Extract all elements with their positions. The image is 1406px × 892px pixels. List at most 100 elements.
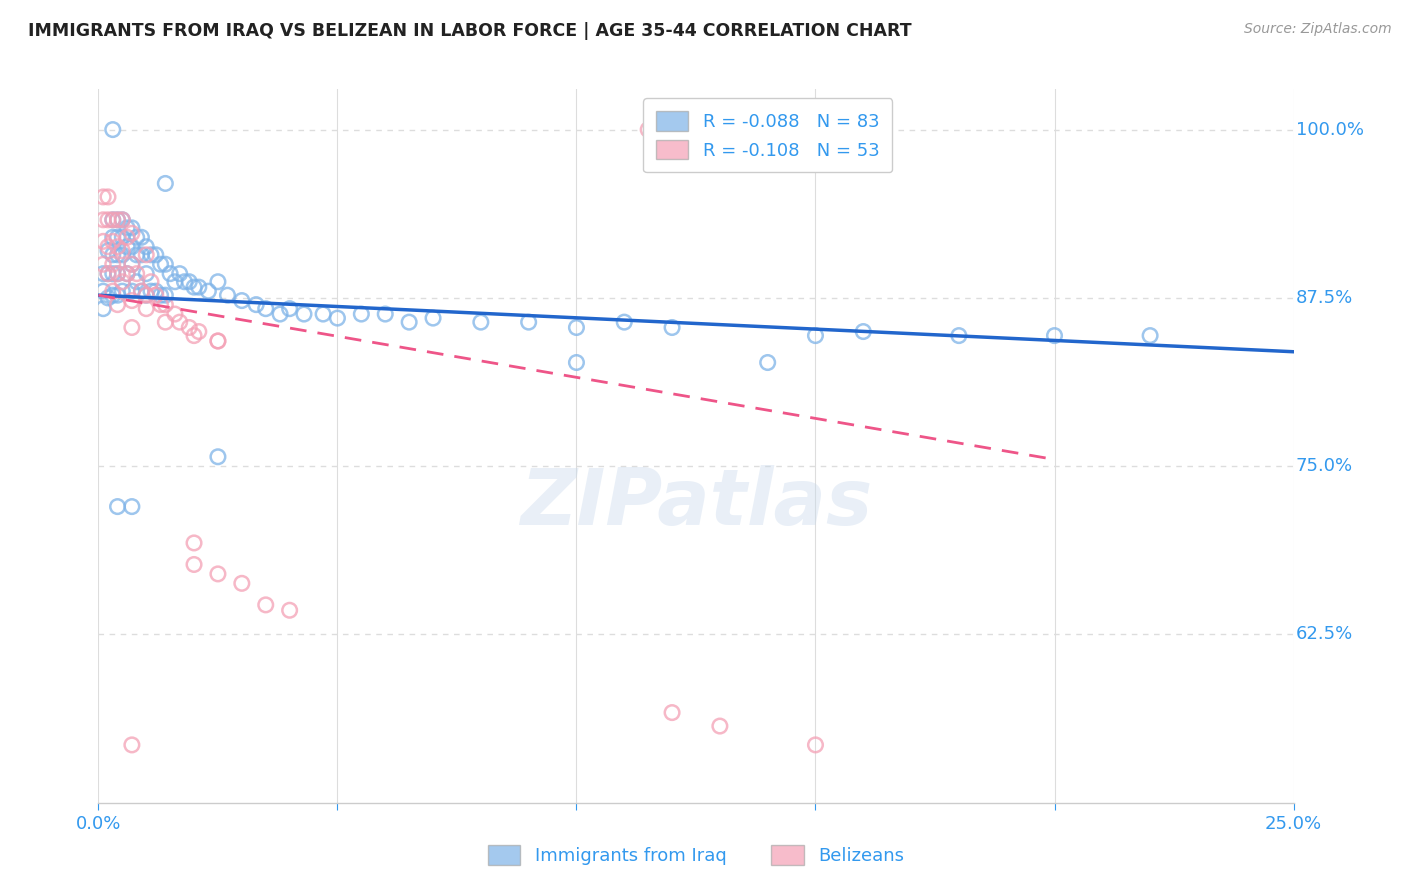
- Point: [121, 227, 143, 241]
- Point: [183, 558, 205, 572]
- Point: [115, 220, 138, 235]
- Point: [101, 235, 124, 249]
- Point: [107, 288, 129, 302]
- Point: [149, 257, 172, 271]
- Text: 87.5%: 87.5%: [1296, 289, 1353, 307]
- Point: [101, 284, 124, 298]
- Point: [187, 280, 209, 294]
- Point: [121, 240, 143, 254]
- Point: [135, 240, 157, 254]
- Point: [101, 212, 124, 227]
- Point: [97, 267, 120, 281]
- Point: [101, 288, 124, 302]
- Point: [121, 220, 143, 235]
- Point: [101, 248, 124, 262]
- Point: [350, 307, 373, 321]
- Point: [155, 177, 177, 191]
- Point: [183, 536, 205, 550]
- Point: [163, 307, 186, 321]
- Point: [169, 267, 191, 281]
- Point: [121, 257, 143, 271]
- Point: [231, 576, 253, 591]
- Point: [637, 122, 659, 136]
- Point: [217, 288, 239, 302]
- Point: [107, 248, 129, 262]
- Point: [101, 257, 124, 271]
- Point: [91, 301, 114, 316]
- Point: [183, 280, 205, 294]
- Point: [101, 212, 124, 227]
- Point: [115, 267, 138, 281]
- Point: [709, 719, 731, 733]
- Point: [565, 355, 588, 369]
- Point: [91, 267, 114, 281]
- Point: [207, 275, 229, 289]
- Point: [107, 230, 129, 244]
- Point: [139, 275, 162, 289]
- Point: [107, 212, 129, 227]
- Point: [149, 288, 172, 302]
- Point: [517, 315, 540, 329]
- Point: [111, 212, 134, 227]
- Point: [145, 288, 167, 302]
- Text: 100.0%: 100.0%: [1296, 120, 1364, 138]
- Point: [398, 315, 420, 329]
- Point: [207, 566, 229, 581]
- Point: [111, 248, 134, 262]
- Point: [278, 301, 301, 316]
- Point: [101, 267, 124, 281]
- Point: [139, 248, 162, 262]
- Point: [145, 248, 167, 262]
- Point: [97, 291, 120, 305]
- Point: [183, 328, 205, 343]
- Point: [197, 284, 219, 298]
- Point: [207, 450, 229, 464]
- Point: [91, 190, 114, 204]
- Point: [97, 240, 120, 254]
- Point: [107, 240, 129, 254]
- Point: [135, 301, 157, 316]
- Point: [121, 293, 143, 308]
- Point: [155, 288, 177, 302]
- Point: [254, 598, 277, 612]
- Point: [173, 275, 195, 289]
- Point: [125, 248, 148, 262]
- Point: [139, 284, 162, 298]
- Point: [312, 307, 335, 321]
- Legend: Immigrants from Iraq, Belizeans: Immigrants from Iraq, Belizeans: [481, 838, 911, 872]
- Point: [97, 190, 120, 204]
- Point: [125, 267, 148, 281]
- Point: [91, 235, 114, 249]
- Point: [131, 230, 153, 244]
- Point: [125, 275, 148, 289]
- Point: [97, 244, 120, 258]
- Point: [163, 275, 186, 289]
- Point: [804, 738, 827, 752]
- Point: [179, 275, 201, 289]
- Point: [115, 240, 138, 254]
- Point: [149, 298, 172, 312]
- Point: [661, 706, 683, 720]
- Text: Source: ZipAtlas.com: Source: ZipAtlas.com: [1244, 22, 1392, 37]
- Point: [374, 307, 396, 321]
- Point: [101, 230, 124, 244]
- Point: [254, 301, 277, 316]
- Point: [111, 244, 134, 258]
- Point: [422, 311, 444, 326]
- Point: [91, 284, 114, 298]
- Point: [115, 230, 138, 244]
- Point: [135, 288, 157, 302]
- Point: [111, 230, 134, 244]
- Point: [804, 328, 827, 343]
- Point: [756, 355, 779, 369]
- Point: [565, 320, 588, 334]
- Point: [145, 284, 167, 298]
- Point: [948, 328, 970, 343]
- Point: [292, 307, 315, 321]
- Point: [155, 315, 177, 329]
- Point: [131, 248, 153, 262]
- Point: [231, 293, 253, 308]
- Point: [187, 325, 209, 339]
- Point: [107, 267, 129, 281]
- Point: [159, 267, 181, 281]
